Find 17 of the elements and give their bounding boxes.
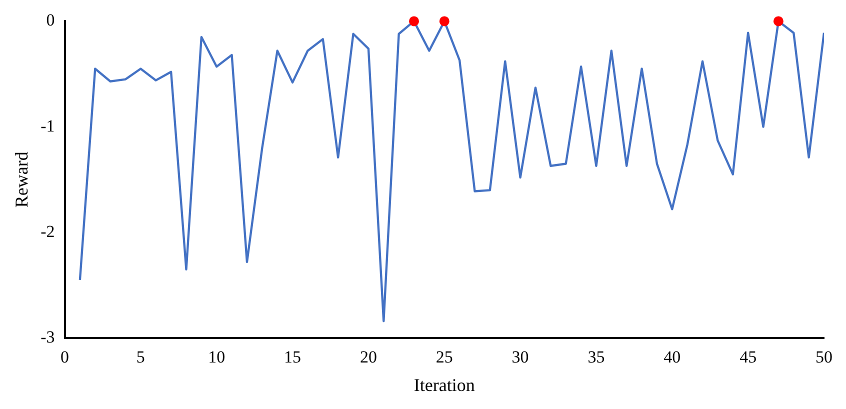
y-tick-label: -3 xyxy=(40,327,55,346)
x-tick-label: 25 xyxy=(436,348,453,367)
x-tick-label: 0 xyxy=(60,348,70,367)
x-tick-label: 50 xyxy=(816,348,832,367)
x-tick-label: 30 xyxy=(512,348,529,367)
y-axis-title: Reward xyxy=(12,152,32,208)
x-tick-label: 10 xyxy=(208,348,226,367)
y-tick-label: -1 xyxy=(40,116,55,136)
x-tick-label: 45 xyxy=(740,348,757,367)
x-tick-label: 35 xyxy=(588,348,605,367)
y-tick-label: 0 xyxy=(46,10,55,30)
y-tick-label: -2 xyxy=(40,222,55,241)
x-tick-label: 20 xyxy=(360,348,377,367)
x-tick-label: 5 xyxy=(136,348,145,367)
x-tick-label: 40 xyxy=(664,348,681,367)
x-tick-label: 15 xyxy=(284,348,302,367)
x-axis-title: Iteration xyxy=(414,374,475,395)
